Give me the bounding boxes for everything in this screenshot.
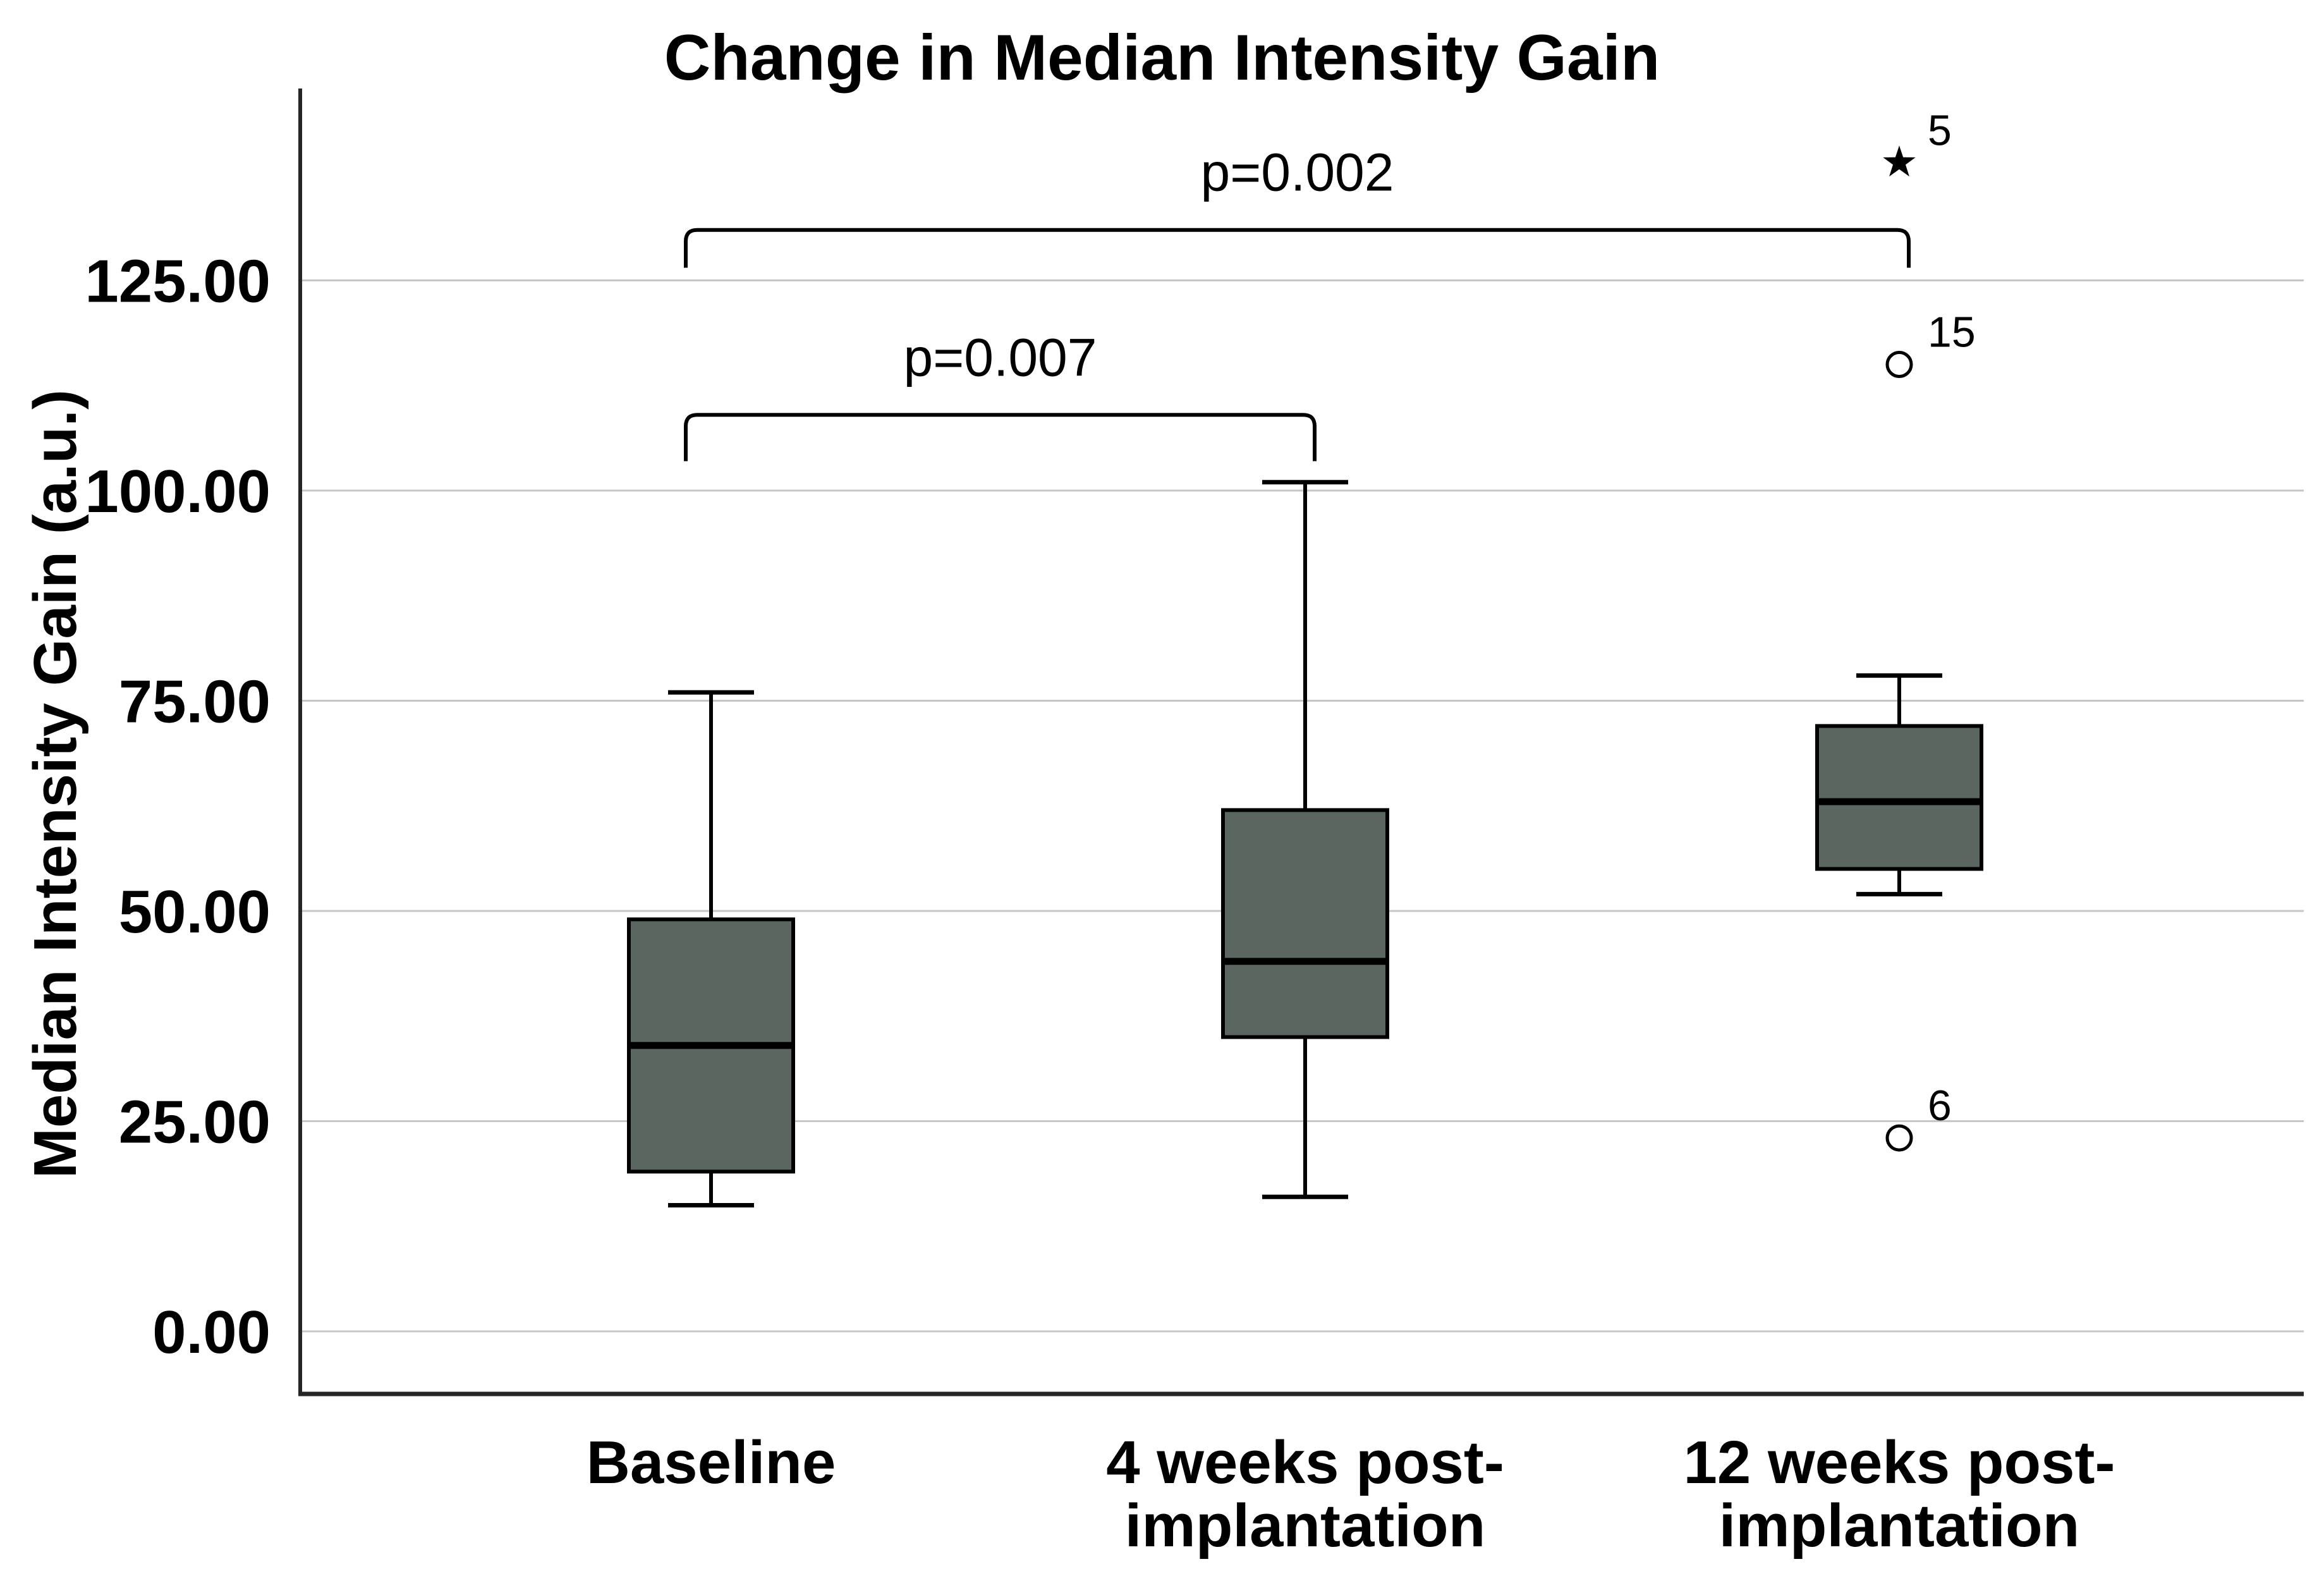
y-tick-label: 100.00 bbox=[85, 458, 271, 525]
outlier-circle bbox=[1885, 1124, 1913, 1152]
iqr-box bbox=[1815, 724, 1983, 871]
outlier-star bbox=[1883, 145, 1916, 177]
x-category-label: implantation bbox=[1125, 1492, 1486, 1560]
x-category-label: 12 weeks post- bbox=[1684, 1429, 2115, 1496]
y-tick-label: 25.00 bbox=[119, 1089, 271, 1156]
outlier-circle bbox=[1885, 351, 1913, 378]
y-tick-label: 0.00 bbox=[152, 1298, 271, 1366]
x-category-label: implantation bbox=[1719, 1492, 2080, 1560]
outlier-label: 15 bbox=[1928, 308, 1976, 357]
outlier-label: 5 bbox=[1928, 106, 1952, 154]
significance-bracket bbox=[684, 413, 1317, 461]
y-tick-label: 50.00 bbox=[119, 878, 271, 946]
chart-title: Change in Median Intensity Gain bbox=[664, 21, 1660, 94]
x-category-label: Baseline bbox=[587, 1429, 836, 1496]
p-value-label: p=0.007 bbox=[904, 327, 1097, 387]
y-tick-label: 125.00 bbox=[85, 248, 271, 315]
y-tick-label: 75.00 bbox=[119, 668, 271, 736]
p-value-label: p=0.002 bbox=[1201, 143, 1394, 202]
iqr-box bbox=[1221, 808, 1389, 1039]
significance-bracket bbox=[684, 228, 1911, 268]
x-category-label: 4 weeks post- bbox=[1106, 1429, 1504, 1496]
outlier-label: 6 bbox=[1928, 1082, 1952, 1130]
